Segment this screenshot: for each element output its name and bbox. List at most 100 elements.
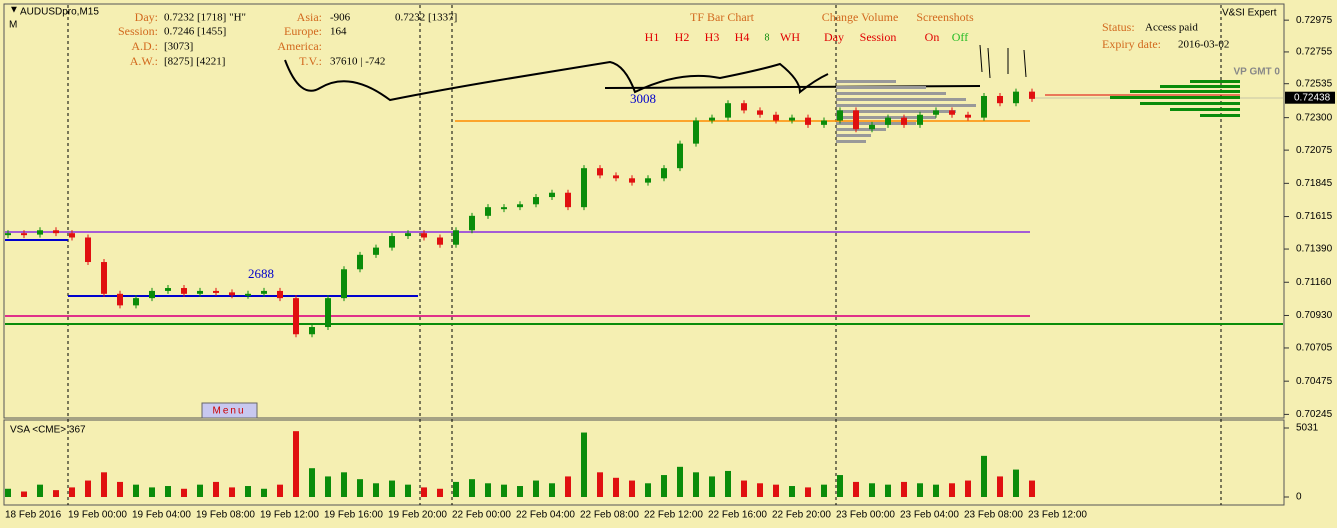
candle	[501, 207, 507, 210]
volume-bar	[293, 431, 299, 497]
cv-button[interactable]: Session	[860, 30, 897, 44]
volume-bar	[133, 484, 139, 497]
volume-bar	[453, 481, 459, 497]
candle	[1029, 91, 1035, 99]
y-tick-label: 0.72535	[1296, 78, 1333, 89]
candle	[5, 233, 11, 236]
candle	[149, 290, 155, 299]
y-tick-label: 0.72975	[1296, 15, 1333, 26]
volume-bar	[485, 483, 491, 497]
label: Session:	[118, 24, 158, 38]
menu-label[interactable]: Menu	[212, 406, 245, 417]
x-tick-label: 22 Feb 12:00	[644, 510, 703, 521]
levels	[5, 85, 1283, 325]
cv-button[interactable]: Day	[824, 30, 844, 44]
volume-bar	[805, 487, 811, 497]
candle	[533, 197, 539, 205]
candle	[373, 247, 379, 255]
volume-bar	[549, 483, 555, 497]
ss-title: Screenshots	[916, 10, 974, 24]
label: Asia:	[297, 10, 322, 24]
status-label: Status:	[1102, 20, 1135, 34]
x-tick-label: 22 Feb 04:00	[516, 510, 575, 521]
candle	[901, 117, 907, 125]
expiry-label: Expiry date:	[1102, 37, 1161, 51]
menu-button[interactable]	[201, 402, 258, 419]
candle	[549, 192, 555, 198]
gray-volume-profile	[836, 80, 976, 143]
volume-bar	[949, 483, 955, 497]
label: A.W.:	[130, 54, 158, 68]
candle	[213, 290, 219, 293]
volume-bar	[373, 483, 379, 497]
value: 37610 | -742	[330, 56, 385, 68]
candle	[517, 204, 523, 208]
expert-name[interactable]: V&SI Expert	[1222, 8, 1277, 19]
volume-bar	[789, 486, 795, 497]
volume-bar	[469, 479, 475, 497]
volume-bar	[885, 484, 891, 497]
x-tick-label: 23 Feb 12:00	[1028, 510, 1087, 521]
x-tick-label: 23 Feb 00:00	[836, 510, 895, 521]
tf-button[interactable]: H4	[735, 30, 750, 44]
value: 0.7232 [1337]	[395, 12, 457, 24]
y-tick-label: 0.70705	[1296, 343, 1333, 354]
candle	[69, 233, 75, 238]
candle	[645, 178, 651, 183]
x-tick-label: 22 Feb 20:00	[772, 510, 831, 521]
volume-bar	[261, 488, 267, 497]
volume-bar	[581, 432, 587, 497]
tf-button[interactable]: H1	[645, 30, 660, 44]
candle	[133, 298, 139, 306]
tf-button[interactable]: H3	[705, 30, 720, 44]
symbol: AUDUSDpro,M15	[20, 7, 99, 18]
candle	[37, 230, 43, 235]
candle	[453, 230, 459, 245]
volume-bar	[597, 472, 603, 497]
current-price-box	[1285, 91, 1335, 104]
tf-button[interactable]: 8	[765, 32, 770, 43]
panel: TF Bar Chart H1 H2 H3 H4 8 WH Change Vol…	[201, 10, 1280, 419]
volume-bar	[661, 475, 667, 497]
session-curve	[284, 59, 829, 102]
candle	[165, 288, 171, 291]
volume-bar	[149, 487, 155, 497]
label: Day:	[135, 10, 158, 24]
tf-button[interactable]: H2	[675, 30, 690, 44]
v-tick-label: 5031	[1296, 423, 1319, 434]
x-tick-label: 19 Feb 00:00	[68, 510, 127, 521]
x-tick-label: 18 Feb 2016	[5, 510, 62, 521]
volume-bar	[37, 484, 43, 497]
candle	[885, 117, 891, 125]
volume-bar	[741, 480, 747, 497]
volume-bar	[405, 484, 411, 497]
volume-bar	[101, 472, 107, 497]
volume-bar	[821, 484, 827, 497]
label: Europe:	[284, 24, 322, 38]
status-value: Access paid	[1145, 22, 1198, 34]
volume-bar	[421, 487, 427, 497]
volume-bar	[1029, 480, 1035, 497]
candle	[837, 110, 843, 121]
candle	[741, 103, 747, 111]
tf-button[interactable]: WH	[780, 30, 800, 44]
y-tick-label: 0.70245	[1296, 409, 1333, 420]
volume-bar	[853, 481, 859, 497]
y-tick-label: 0.72075	[1296, 145, 1333, 156]
y-tick-label: 0.70930	[1296, 310, 1333, 321]
x-tick-label: 22 Feb 00:00	[452, 510, 511, 521]
value: 0.7232 [1718] "H"	[164, 12, 246, 24]
x-tick-label: 19 Feb 16:00	[324, 510, 383, 521]
candle	[981, 95, 987, 118]
volume-bar	[501, 484, 507, 497]
volume-bar	[357, 479, 363, 497]
candle	[405, 233, 411, 237]
y-tick-label: 0.71390	[1296, 244, 1333, 255]
arrows	[979, 44, 1027, 79]
ss-on[interactable]: On	[925, 30, 940, 44]
ss-off[interactable]: Off	[952, 30, 968, 44]
candle	[805, 117, 811, 125]
candle	[277, 290, 283, 299]
